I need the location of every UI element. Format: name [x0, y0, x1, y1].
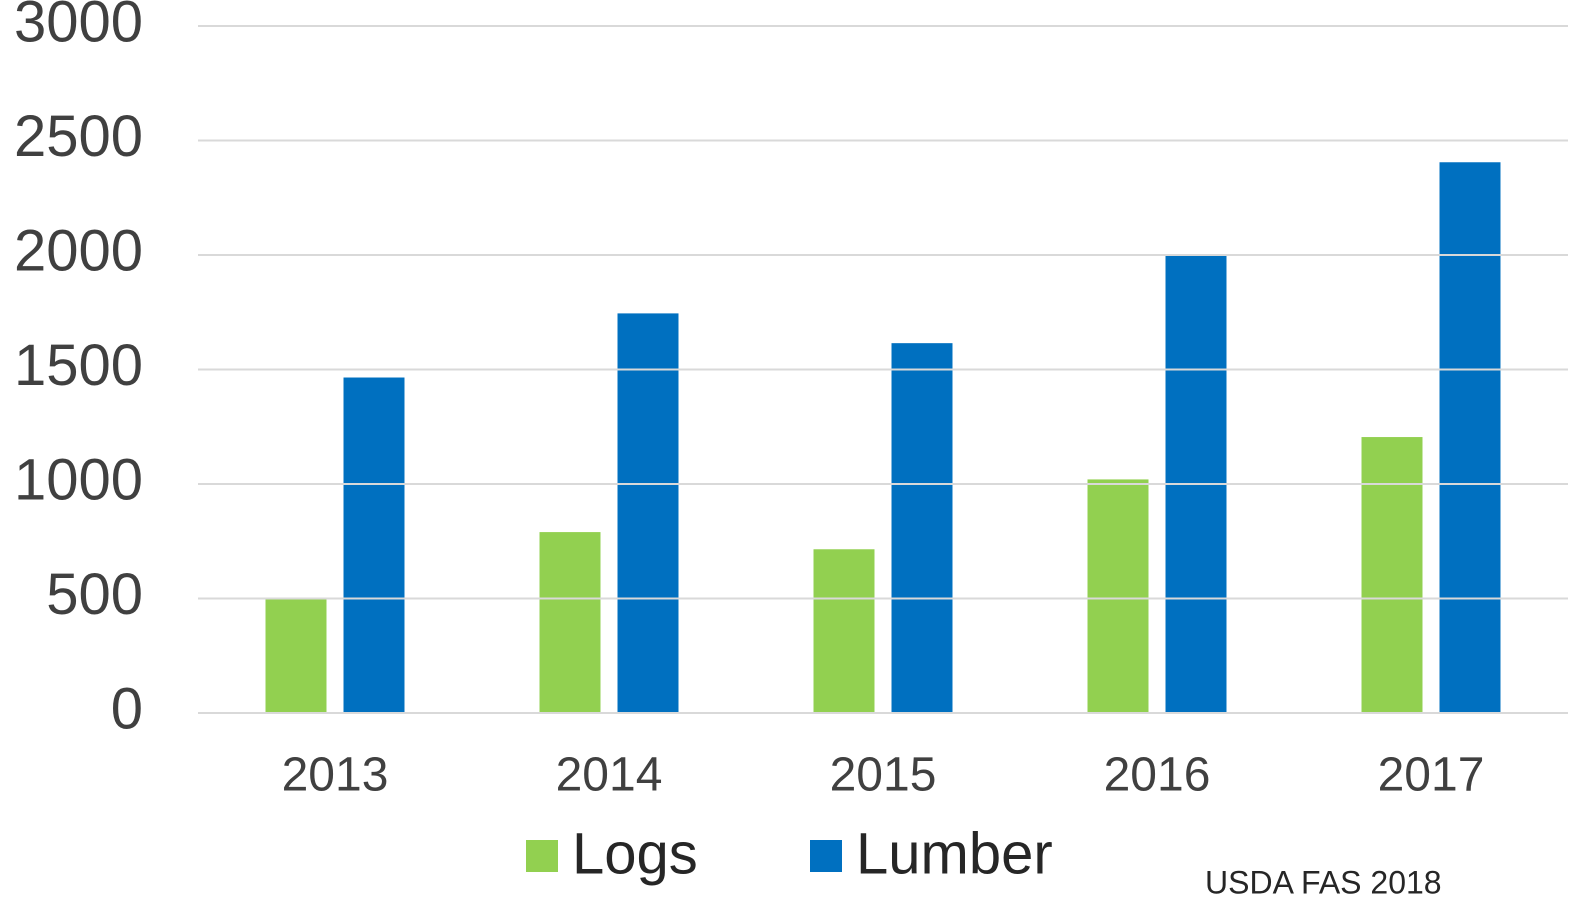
- bar: [814, 549, 875, 713]
- bar: [344, 378, 405, 713]
- y-tick-label: 500: [46, 562, 143, 627]
- bar: [540, 532, 601, 713]
- y-tick-label: 0: [111, 676, 143, 741]
- bar: [1088, 479, 1149, 713]
- y-tick-label: 3000: [14, 0, 143, 54]
- bar: [1440, 162, 1501, 713]
- legend-swatch: [810, 840, 842, 872]
- y-tick-label: 2000: [14, 218, 143, 283]
- x-tick-label: 2014: [556, 749, 663, 802]
- y-tick-label: 1000: [14, 447, 143, 512]
- x-tick-label: 2017: [1378, 749, 1485, 802]
- bar: [266, 599, 327, 714]
- legend-label: Logs: [572, 821, 698, 886]
- legend-label: Lumber: [856, 821, 1053, 886]
- bar: [892, 343, 953, 713]
- x-tick-label: 2016: [1104, 749, 1211, 802]
- y-tick-label: 2500: [14, 104, 143, 169]
- y-tick-label: 1500: [14, 333, 143, 398]
- x-tick-label: 2015: [830, 749, 937, 802]
- legend-swatch: [526, 840, 558, 872]
- source-note: USDA FAS 2018: [1205, 864, 1442, 898]
- x-tick-label: 2013: [282, 749, 389, 802]
- bar: [618, 313, 679, 713]
- chart: USDA FAS 2018 0 500 1000 1500 2000 2500 3000 20…: [0, 0, 1587, 898]
- bar: [1362, 437, 1423, 713]
